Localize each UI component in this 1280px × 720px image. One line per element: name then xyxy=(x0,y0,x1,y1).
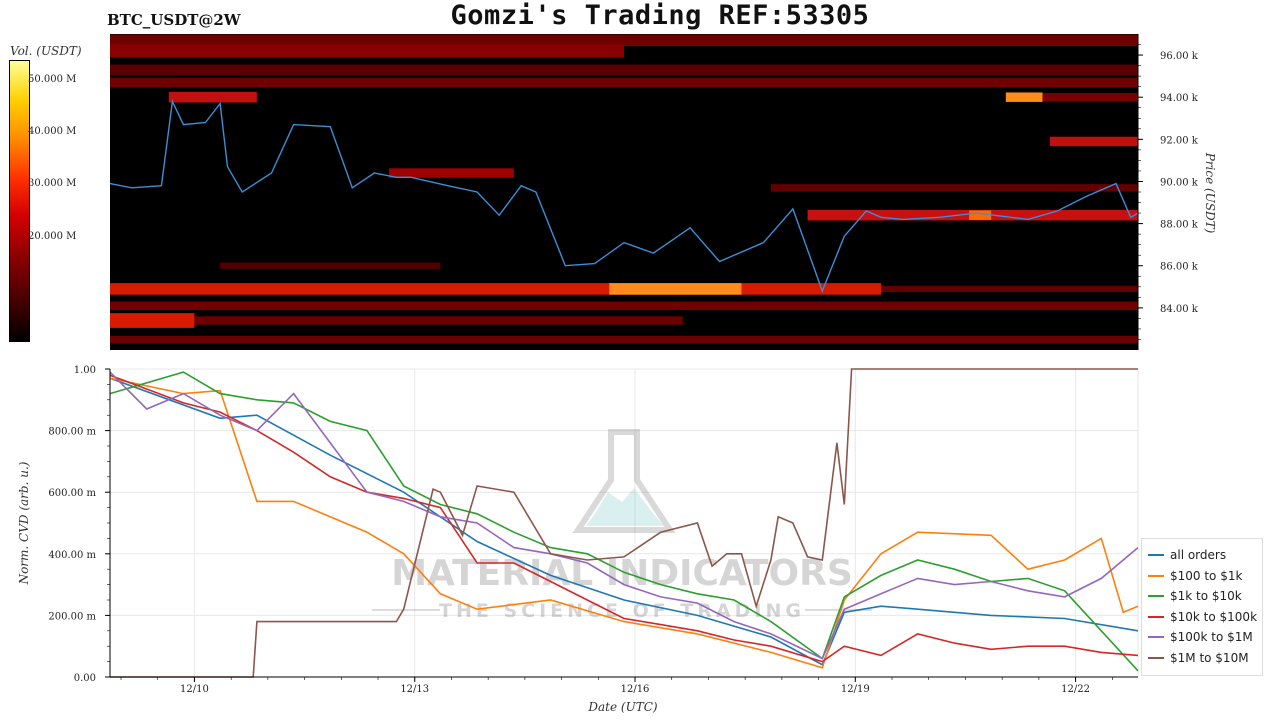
flask-liquid-icon xyxy=(586,488,664,526)
liquidity-band xyxy=(881,285,1138,293)
cvd-series-line xyxy=(109,371,1139,660)
liquidity-band xyxy=(110,44,624,58)
colorbar-tick: 50.000 M xyxy=(28,73,77,85)
legend-label: all orders xyxy=(1170,548,1227,563)
liquidity-band xyxy=(110,64,1138,76)
legend-label: $1k to $10k xyxy=(1170,589,1242,604)
legend-swatch xyxy=(1148,636,1164,639)
liquidity-band xyxy=(110,77,1138,88)
liquidity-band xyxy=(1005,92,1043,102)
legend-label: $10k to $100k xyxy=(1170,609,1258,624)
liquidity-band xyxy=(1042,92,1138,102)
heatmap-panel: 96.00 k 94.00 k 92.00 k 90.00 k 88.00 k 86.00… xyxy=(109,34,1217,350)
price-tick-label: 86.00 k xyxy=(1160,262,1199,273)
cvd-plot-area xyxy=(109,368,1139,678)
liquidity-band xyxy=(220,262,441,269)
cvd-y-ticks: 1.00 800.00 m 600.00 m 400.00 m 200.00 m 0.00 xyxy=(48,365,110,684)
cvd-x-tick-label: 12/16 xyxy=(621,684,650,695)
liquidity-band xyxy=(110,34,1138,47)
cvd-x-ticks: 12/10 12/13 12/16 12/19 12/22 xyxy=(120,677,1113,695)
cvd-series-line xyxy=(109,374,1139,663)
volume-colorbar xyxy=(9,60,30,342)
colorbar-label: Vol. (USDT) xyxy=(10,44,82,58)
price-axis-label: Price (USDT) xyxy=(1203,152,1217,234)
price-tick-label: 84.00 k xyxy=(1160,304,1199,315)
colorbar-tick: 20.000 M xyxy=(28,230,77,242)
liquidity-band xyxy=(110,313,195,328)
legend-swatch xyxy=(1148,615,1164,618)
watermark-text: MATERIAL INDICATORS xyxy=(391,553,853,594)
liquidity-band xyxy=(389,168,514,178)
liquidity-band xyxy=(609,283,742,295)
legend-swatch xyxy=(1148,656,1164,659)
liquidity-band xyxy=(770,184,1138,192)
liquidity-band xyxy=(110,283,881,295)
legend-item[interactable]: $10k to $100k xyxy=(1148,607,1262,628)
cvd-series-line xyxy=(109,377,1139,669)
cvd-x-tick-label: 12/19 xyxy=(841,684,870,695)
legend-label: $100k to $1M xyxy=(1170,630,1253,645)
cvd-x-tick-label: 12/13 xyxy=(400,684,429,695)
liquidity-band xyxy=(110,301,1138,310)
legend: all orders $100 to $1k $1k to $10k $10k to … xyxy=(1141,538,1263,676)
liquidity-band xyxy=(168,91,257,103)
cvd-x-axis-label: Date (UTC) xyxy=(587,700,657,714)
cvd-y-tick-label: 200.00 m xyxy=(48,611,96,622)
colorbar-tick: 40.000 M xyxy=(28,126,77,138)
liquidity-band xyxy=(194,316,683,325)
cvd-y-tick-label: 800.00 m xyxy=(48,427,96,438)
price-tick-label: 92.00 k xyxy=(1160,135,1199,146)
legend-swatch xyxy=(1148,554,1164,557)
price-line xyxy=(109,98,1139,293)
cvd-y-tick-label: 1.00 xyxy=(74,365,96,376)
legend-label: $100 to $1k xyxy=(1170,568,1243,583)
watermark-tagline: THE SCIENCE OF TRADING xyxy=(439,600,805,622)
legend-item[interactable]: $100 to $1k xyxy=(1148,566,1262,587)
cvd-series xyxy=(109,368,1139,678)
cvd-y-axis-label: Norm. CVD (arb. u.) xyxy=(17,461,31,585)
legend-item[interactable]: $1M to $10M xyxy=(1148,648,1262,669)
cvd-x-tick-label: 12/10 xyxy=(180,684,209,695)
cvd-series-line xyxy=(110,368,1138,678)
cvd-series-line xyxy=(109,377,1139,666)
legend-item[interactable]: $100k to $1M xyxy=(1148,627,1262,648)
chart-title: Gomzi's Trading REF:53305 xyxy=(450,0,870,31)
cvd-series-line xyxy=(109,371,1139,672)
price-tick-label: 88.00 k xyxy=(1160,220,1199,231)
symbol-label: BTC_USDT@2W xyxy=(107,11,241,29)
liquidity-band xyxy=(110,335,1138,344)
cvd-x-tick-label: 12/22 xyxy=(1061,684,1090,695)
price-tick-label: 96.00 k xyxy=(1160,51,1199,62)
legend-swatch xyxy=(1148,595,1164,598)
cvd-y-tick-label: 600.00 m xyxy=(48,488,96,499)
liquidity-band xyxy=(1049,136,1138,147)
price-tick-label: 90.00 k xyxy=(1160,177,1199,188)
legend-item[interactable]: $1k to $10k xyxy=(1148,586,1262,607)
cvd-y-tick-label: 0.00 xyxy=(74,673,96,684)
liquidity-bands xyxy=(110,34,1138,344)
colorbar-tick: 30.000 M xyxy=(28,178,77,190)
legend-label: $1M to $10M xyxy=(1170,650,1249,665)
legend-item[interactable]: all orders xyxy=(1148,545,1262,566)
price-axis-ticks: 96.00 k 94.00 k 92.00 k 90.00 k 88.00 k 86.00… xyxy=(1138,44,1199,340)
legend-swatch xyxy=(1148,574,1164,577)
price-tick-label: 94.00 k xyxy=(1160,93,1199,104)
cvd-y-tick-label: 400.00 m xyxy=(48,550,96,561)
cvd-panel: MATERIAL INDICATORS THE SCIENCE OF TRADI… xyxy=(17,365,1139,714)
liquidity-band xyxy=(969,210,992,220)
